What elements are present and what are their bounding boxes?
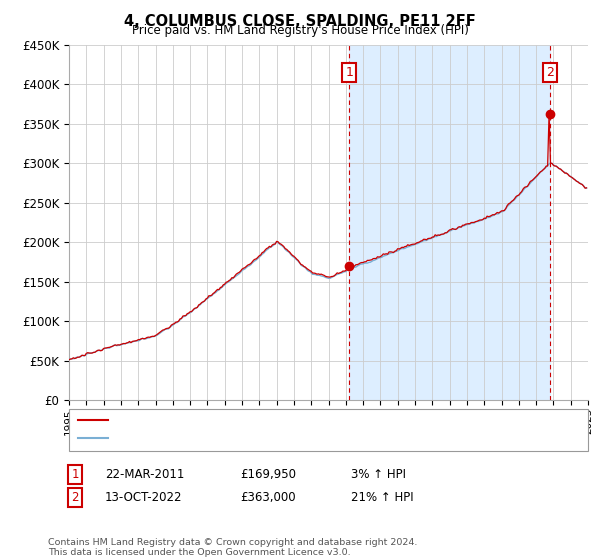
Text: 2: 2 bbox=[71, 491, 79, 504]
Text: £363,000: £363,000 bbox=[240, 491, 296, 504]
Text: HPI: Average price, detached house, South Holland: HPI: Average price, detached house, Sout… bbox=[114, 433, 393, 444]
Text: 22-MAR-2011: 22-MAR-2011 bbox=[105, 468, 184, 482]
Text: 3% ↑ HPI: 3% ↑ HPI bbox=[351, 468, 406, 482]
Text: 4, COLUMBUS CLOSE, SPALDING, PE11 2FF: 4, COLUMBUS CLOSE, SPALDING, PE11 2FF bbox=[124, 14, 476, 29]
Bar bbox=[349, 45, 550, 400]
Text: 13-OCT-2022: 13-OCT-2022 bbox=[105, 491, 182, 504]
Text: 2: 2 bbox=[546, 66, 554, 79]
Text: 4, COLUMBUS CLOSE, SPALDING, PE11 2FF (detached house): 4, COLUMBUS CLOSE, SPALDING, PE11 2FF (d… bbox=[114, 415, 448, 425]
Text: 1: 1 bbox=[71, 468, 79, 482]
Text: Contains HM Land Registry data © Crown copyright and database right 2024.
This d: Contains HM Land Registry data © Crown c… bbox=[48, 538, 418, 557]
Text: Price paid vs. HM Land Registry's House Price Index (HPI): Price paid vs. HM Land Registry's House … bbox=[131, 24, 469, 37]
Text: £169,950: £169,950 bbox=[240, 468, 296, 482]
Text: 1: 1 bbox=[346, 66, 353, 79]
Text: 21% ↑ HPI: 21% ↑ HPI bbox=[351, 491, 413, 504]
